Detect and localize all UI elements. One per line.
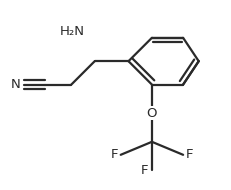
Text: F: F xyxy=(186,148,193,161)
Text: F: F xyxy=(111,148,118,161)
Text: O: O xyxy=(147,107,157,120)
Text: N: N xyxy=(11,78,21,91)
Text: F: F xyxy=(140,164,148,177)
Text: H₂N: H₂N xyxy=(59,25,84,38)
